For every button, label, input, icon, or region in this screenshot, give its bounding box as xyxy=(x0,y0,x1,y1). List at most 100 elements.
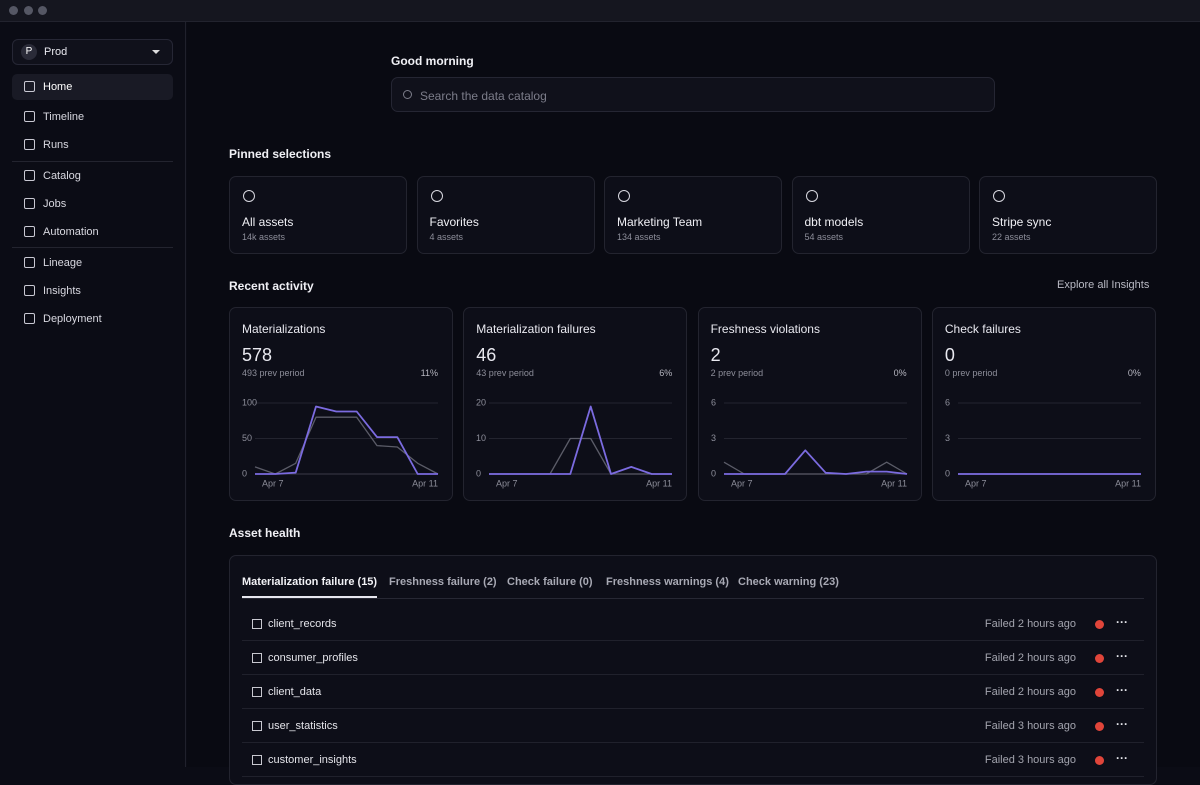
insights-link[interactable]: Explore all Insights xyxy=(1057,279,1150,291)
y-tick-label: 6 xyxy=(945,397,950,407)
y-tick-label: 20 xyxy=(476,397,486,407)
asset-health-panel: Materialization failure (15) Freshness fa… xyxy=(229,555,1157,785)
card-title: Check failures xyxy=(944,322,1021,336)
card-title: Materialization failures xyxy=(476,322,596,336)
pinned-icon xyxy=(243,190,255,202)
workspace-avatar: P xyxy=(21,44,37,60)
tab[interactable]: Check failure (0) xyxy=(507,576,593,588)
card-change: 11% xyxy=(420,368,438,378)
tab[interactable]: Freshness warnings (4) xyxy=(606,576,729,588)
y-tick-label: 0 xyxy=(242,468,247,478)
sparkline-chart: 0 10 20 Apr 7 Apr 11 xyxy=(476,397,673,488)
nav-icon xyxy=(24,226,35,237)
activity-card[interactable]: Materializations 578 493 prev period 11% 0 50… xyxy=(229,307,453,501)
status-icon xyxy=(1095,722,1104,731)
more-button[interactable]: ··· xyxy=(1116,717,1128,731)
table-icon xyxy=(252,653,262,663)
pinned-name: dbt models xyxy=(804,215,864,229)
x-tick-label: Apr 11 xyxy=(412,478,438,488)
pinned-count: 14k assets xyxy=(242,232,286,242)
x-tick-label: Apr 7 xyxy=(965,478,987,488)
more-button[interactable]: ··· xyxy=(1116,751,1128,765)
nav-icon xyxy=(24,285,35,296)
tab[interactable]: Materialization failure (15) xyxy=(242,576,378,588)
pinned-count: 4 assets xyxy=(429,232,464,242)
card-prev: 43 prev period xyxy=(476,368,534,378)
table-icon xyxy=(252,687,262,697)
activity-card[interactable]: Check failures 0 0 prev period 0% 0 3 6 Apr 7 Ap… xyxy=(931,307,1156,501)
pinned-count: 54 assets xyxy=(804,232,844,242)
tab[interactable]: Check warning (23) xyxy=(738,576,839,588)
tab[interactable]: Freshness failure (2) xyxy=(389,576,497,588)
activity-card[interactable]: Materialization failures 46 43 prev period… xyxy=(463,307,688,501)
workspace-selector[interactable]: P Prod xyxy=(12,39,173,65)
asset-name: client_data xyxy=(268,686,322,698)
asset-status: Failed 3 hours ago xyxy=(984,720,1076,732)
nav-icon xyxy=(24,198,35,209)
nav-item[interactable]: Deployment xyxy=(12,306,173,332)
pinned-name: Favorites xyxy=(429,215,479,229)
card-change: 0% xyxy=(893,368,907,378)
card-change: 0% xyxy=(1127,368,1141,378)
asset-row[interactable]: consumer_profiles Failed 2 hours ago ··· xyxy=(242,641,1144,675)
pinned-card[interactable]: Marketing Team 134 assets xyxy=(604,176,782,254)
series-line xyxy=(489,437,673,475)
search-icon xyxy=(403,90,412,99)
nav-separator xyxy=(12,161,173,162)
nav-item[interactable]: Lineage xyxy=(12,250,173,276)
window-close[interactable] xyxy=(9,6,18,15)
window-minimize[interactable] xyxy=(24,6,33,15)
nav-item[interactable]: Insights xyxy=(12,278,173,304)
nav-item[interactable]: Catalog xyxy=(12,163,173,189)
card-title: Freshness violations xyxy=(710,322,820,336)
x-tick-label: Apr 11 xyxy=(881,478,907,488)
pinned-card[interactable]: Favorites 4 assets xyxy=(416,176,595,254)
y-tick-label: 0 xyxy=(711,468,716,478)
pinned-card[interactable]: All assets 14k assets xyxy=(229,176,407,254)
asset-status: Failed 2 hours ago xyxy=(984,686,1076,698)
window-maximize[interactable] xyxy=(38,6,47,15)
asset-row[interactable]: user_statistics Failed 3 hours ago ··· xyxy=(242,709,1144,743)
search-placeholder: Search the data catalog xyxy=(420,89,547,103)
series-line xyxy=(254,416,439,475)
title-bar xyxy=(0,0,1200,22)
more-button[interactable]: ··· xyxy=(1116,649,1128,663)
nav-item[interactable]: Runs xyxy=(12,132,173,158)
asset-row[interactable]: client_data Failed 2 hours ago ··· xyxy=(242,675,1144,709)
nav-icon xyxy=(24,313,35,324)
y-tick-label: 100 xyxy=(242,397,257,407)
status-icon xyxy=(1095,654,1104,663)
section-title: Pinned selections xyxy=(229,147,332,161)
nav-item[interactable]: Home xyxy=(12,74,173,100)
card-prev: 0 prev period xyxy=(944,368,998,378)
pinned-icon xyxy=(618,190,630,202)
sidebar: P Prod Home Timeline Runs Catalog Jobs Automa… xyxy=(0,22,186,767)
card-change: 6% xyxy=(659,368,673,378)
more-button[interactable]: ··· xyxy=(1116,683,1128,697)
x-tick-label: Apr 7 xyxy=(262,478,284,488)
card-prev: 2 prev period xyxy=(710,368,764,378)
nav-icon xyxy=(24,111,35,122)
nav-icon xyxy=(24,81,35,92)
x-tick-label: Apr 11 xyxy=(646,478,672,488)
pinned-icon xyxy=(805,190,818,202)
pinned-icon xyxy=(993,190,1005,202)
nav-item[interactable]: Jobs xyxy=(12,191,173,217)
more-button[interactable]: ··· xyxy=(1116,615,1128,629)
activity-card[interactable]: Freshness violations 2 2 prev period 0% 0 3 6 A… xyxy=(697,307,922,501)
pinned-card[interactable]: dbt models 54 assets xyxy=(791,176,970,254)
search-box[interactable]: Search the data catalog xyxy=(391,77,995,112)
nav-icon xyxy=(24,170,35,181)
asset-row[interactable]: customer_insights Failed 3 hours ago ··· xyxy=(242,743,1144,777)
card-value: 2 xyxy=(710,345,721,365)
workspace-name: Prod xyxy=(44,46,68,58)
nav-item[interactable]: Automation xyxy=(12,219,173,245)
pinned-card[interactable]: Stripe sync 22 assets xyxy=(979,176,1157,254)
asset-row[interactable]: client_records Failed 2 hours ago ··· xyxy=(242,607,1144,641)
card-title: Materializations xyxy=(242,322,326,336)
nav-item[interactable]: Timeline xyxy=(12,104,173,130)
pinned-name: Marketing Team xyxy=(617,215,703,229)
status-icon xyxy=(1095,688,1104,697)
series-line xyxy=(489,405,673,475)
